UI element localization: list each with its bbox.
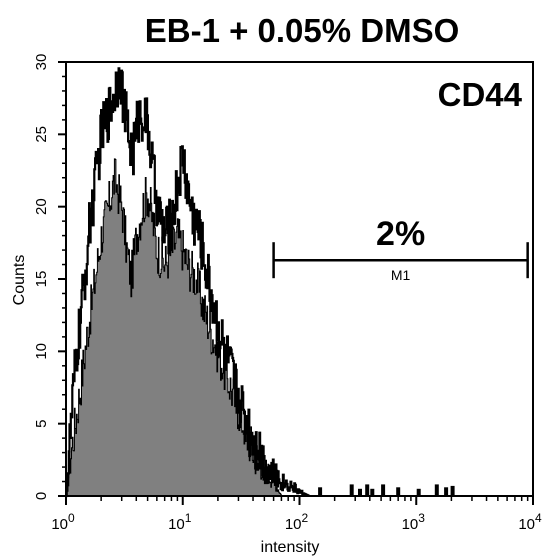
y-tick-label: 25 [33, 126, 50, 143]
y-tick-label: 30 [33, 54, 50, 71]
marker-label: CD44 [438, 76, 523, 113]
sparse-count-bar [370, 488, 375, 496]
sparse-count-bar [381, 484, 386, 496]
histogram-outline-series [65, 67, 310, 498]
y-tick-label: 0 [33, 492, 50, 500]
y-tick-label: 20 [33, 198, 50, 215]
outline-series-layer [65, 67, 310, 498]
sparse-count-bar [358, 488, 362, 496]
y-axis-ticks: 0 5 10 15 20 25 30 [33, 54, 66, 500]
x-tick-label: 104 [518, 511, 542, 533]
scatter-counts-layer [318, 484, 455, 496]
gate-percent-label: 2% [376, 215, 425, 253]
sparse-count-bar [450, 485, 455, 496]
x-tick-label: 101 [168, 511, 192, 533]
x-tick-label: 103 [402, 511, 426, 533]
sparse-count-bar [396, 487, 401, 496]
y-tick-label: 10 [33, 343, 50, 360]
y-axis-label: Counts [11, 255, 28, 306]
sparse-count-bar [444, 487, 449, 496]
gate-name-label: M1 [391, 267, 411, 283]
sparse-count-bar [434, 484, 439, 496]
sparse-count-bar [365, 484, 370, 496]
x-tick-label: 102 [285, 511, 309, 533]
y-tick-label: 15 [33, 271, 50, 288]
gate-m1: 2% M1 [272, 215, 529, 283]
chart-title: EB-1 + 0.05% DMSO [145, 12, 460, 49]
sparse-count-bar [318, 487, 323, 496]
sparse-count-bar [349, 484, 354, 496]
x-axis-label: intensity [261, 539, 320, 556]
y-tick-label: 5 [33, 419, 50, 427]
x-axis-ticks: 100 101 102 103 104 [51, 496, 542, 533]
sparse-count-bar [416, 488, 421, 496]
x-tick-label: 100 [51, 511, 75, 533]
